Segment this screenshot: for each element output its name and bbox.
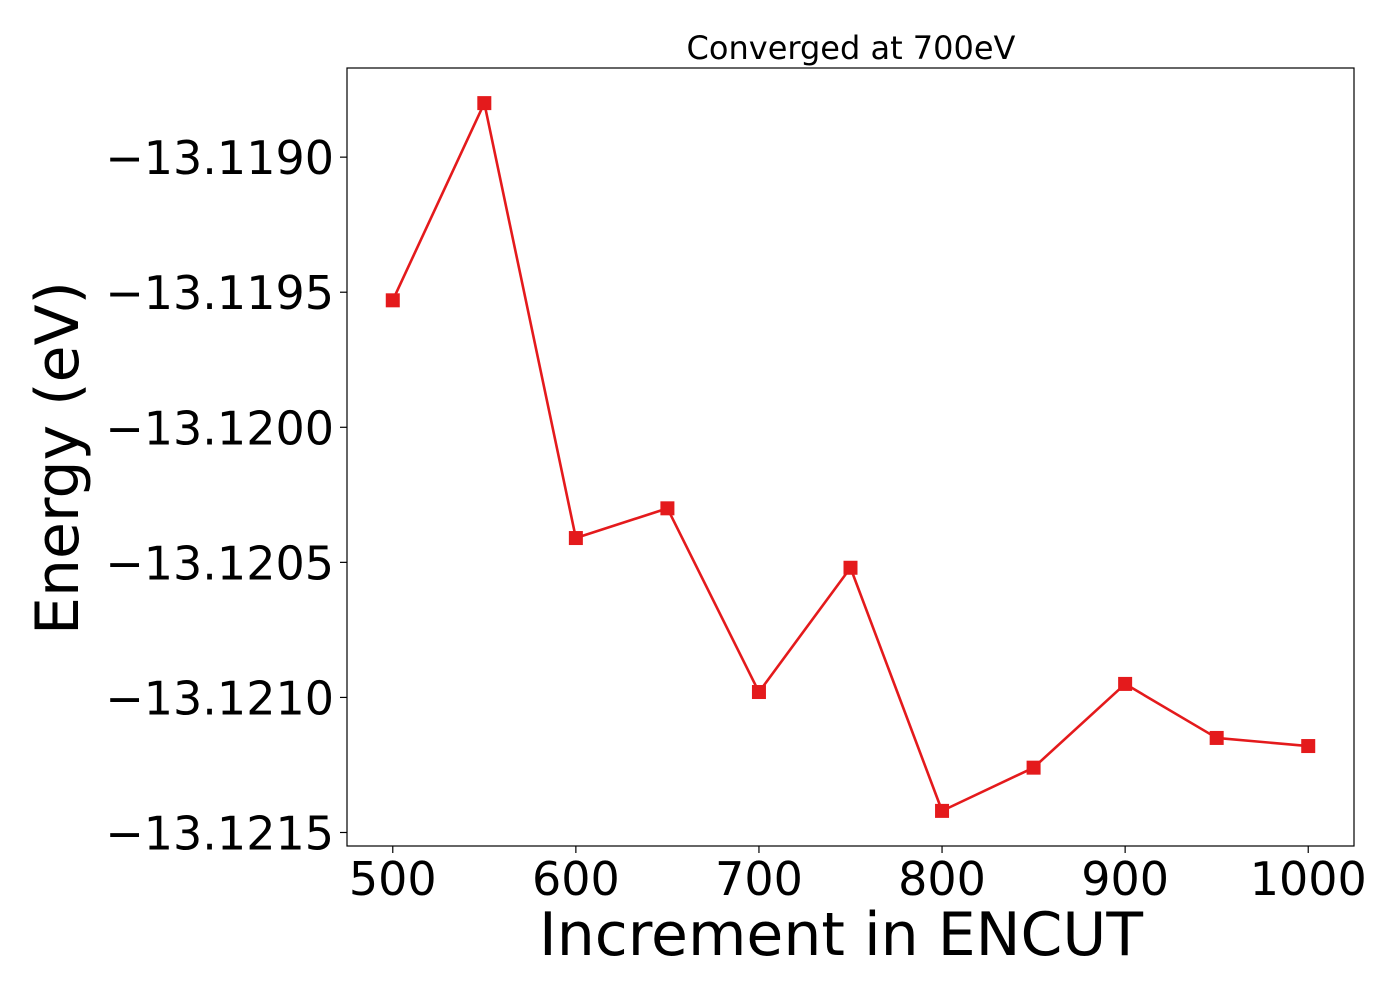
chart-title: Converged at 700eV <box>687 29 1016 67</box>
data-point-marker <box>477 96 492 111</box>
plot-frame <box>346 67 1355 847</box>
data-point-marker <box>660 501 675 516</box>
x-tick-label: 600 <box>532 852 620 906</box>
y-tick-label: −13.1210 <box>105 671 334 725</box>
x-axis-label: Increment in ENCUT <box>539 900 1143 970</box>
x-tick-label: 900 <box>1081 852 1169 906</box>
y-tick-label: −13.1195 <box>105 266 334 320</box>
series-line <box>391 101 1309 813</box>
data-point-marker <box>1301 739 1316 754</box>
x-tick-label: 1000 <box>1250 852 1367 906</box>
x-tick-label: 700 <box>715 852 803 906</box>
data-point-marker <box>1209 730 1224 745</box>
y-axis-ticks: −13.1190 −13.1195 −13.1200 −13.1205 −13.1210… <box>105 131 347 860</box>
x-tick-label: 800 <box>898 852 986 906</box>
data-point-marker <box>568 531 583 546</box>
y-tick-label: −13.1190 <box>105 131 334 185</box>
y-axis-label: Energy (eV) <box>23 281 93 635</box>
data-point-marker <box>385 293 400 308</box>
y-tick-label: −13.1215 <box>105 806 334 860</box>
data-point-marker <box>935 803 950 818</box>
x-tick-label: 500 <box>349 852 437 906</box>
data-point-marker <box>1118 676 1133 691</box>
y-tick-label: −13.1205 <box>105 536 334 590</box>
data-point-marker <box>843 560 858 575</box>
data-point-marker <box>751 685 766 700</box>
data-point-marker <box>1026 760 1041 775</box>
y-tick-label: −13.1200 <box>105 401 334 455</box>
x-axis-ticks: 500 600 700 800 900 1000 <box>349 846 1367 906</box>
plot-area <box>346 67 1355 847</box>
